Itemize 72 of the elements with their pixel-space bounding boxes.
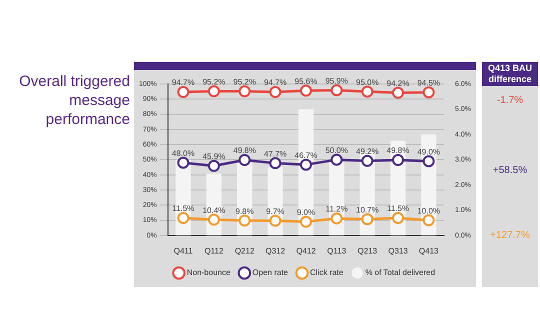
x-tick-label: Q411 bbox=[174, 246, 194, 256]
data-label: 11.2% bbox=[326, 204, 348, 214]
data-label: 49.0% bbox=[417, 147, 440, 156]
point bbox=[238, 154, 251, 166]
data-label: 95.2% bbox=[202, 77, 226, 86]
data-label: 94.7% bbox=[264, 78, 287, 88]
point bbox=[208, 214, 220, 226]
data-label: 48.0% bbox=[172, 148, 195, 158]
point bbox=[422, 214, 435, 226]
point bbox=[269, 214, 282, 227]
point bbox=[208, 160, 220, 172]
point bbox=[361, 213, 374, 226]
x-tick-label: Q113 bbox=[327, 246, 347, 256]
data-label: 47.7% bbox=[264, 149, 287, 158]
x-tick-label: Q412 bbox=[296, 246, 316, 256]
x-tick-label: Q312 bbox=[266, 246, 286, 256]
data-label: 94.5% bbox=[417, 78, 440, 88]
x-tick-label: Q212 bbox=[234, 246, 255, 256]
data-label: 95.0% bbox=[356, 78, 379, 87]
data-label: 95.9% bbox=[325, 76, 348, 86]
point bbox=[238, 214, 251, 227]
point bbox=[361, 86, 374, 98]
x-tick-label: Q413 bbox=[418, 246, 440, 256]
data-label: 49.8% bbox=[386, 146, 410, 156]
data-label: 11.5% bbox=[172, 204, 194, 214]
point bbox=[177, 86, 190, 98]
point bbox=[422, 155, 435, 168]
data-label: 10.4% bbox=[202, 206, 226, 215]
text: +58.5% bbox=[492, 165, 528, 176]
data-label: 10.0% bbox=[417, 206, 440, 216]
point bbox=[300, 216, 312, 228]
legend-label: Open rate bbox=[252, 268, 289, 278]
text: Overall triggered message performance bbox=[18, 72, 130, 129]
data-label: 9.0% bbox=[296, 208, 316, 217]
data-label: 49.8% bbox=[233, 146, 256, 156]
x-tick-label: Q112 bbox=[204, 246, 224, 256]
point bbox=[300, 84, 312, 97]
point bbox=[330, 84, 343, 96]
legend-label: Click rate bbox=[310, 268, 344, 278]
data-label: 45.9% bbox=[202, 152, 226, 162]
data-label: 50.0% bbox=[325, 146, 348, 155]
data-label: 10.7% bbox=[356, 205, 379, 214]
data-label: 94.2% bbox=[386, 78, 410, 88]
point bbox=[269, 157, 282, 170]
data-label: 95.6% bbox=[294, 76, 318, 86]
legend-label: Non-bounce bbox=[186, 268, 231, 278]
text: -1.7% bbox=[496, 95, 524, 106]
data-label: 49.2% bbox=[356, 147, 379, 156]
point bbox=[177, 156, 190, 169]
point bbox=[361, 154, 374, 167]
point bbox=[330, 212, 343, 224]
point bbox=[392, 212, 404, 224]
point bbox=[330, 154, 343, 166]
point bbox=[300, 158, 312, 171]
x-tick-label: Q313 bbox=[388, 246, 408, 256]
data-label: 46.7% bbox=[294, 150, 318, 160]
point bbox=[392, 86, 404, 99]
data-label: 9.8% bbox=[235, 206, 254, 216]
text: +127.7% bbox=[489, 230, 531, 241]
legend-label: % of Total delivered bbox=[365, 268, 436, 278]
point bbox=[269, 86, 282, 98]
data-label: 9.7% bbox=[266, 206, 284, 216]
point bbox=[422, 86, 435, 98]
x-tick-label: Q213 bbox=[358, 246, 378, 256]
data-label: 95.2% bbox=[233, 77, 256, 86]
point bbox=[392, 154, 404, 166]
point bbox=[208, 85, 220, 98]
point bbox=[177, 212, 190, 224]
text: Q413 BAU difference bbox=[482, 62, 538, 86]
data-label: 94.7% bbox=[172, 78, 195, 88]
data-label: 11.5% bbox=[386, 204, 410, 214]
point bbox=[238, 85, 251, 98]
